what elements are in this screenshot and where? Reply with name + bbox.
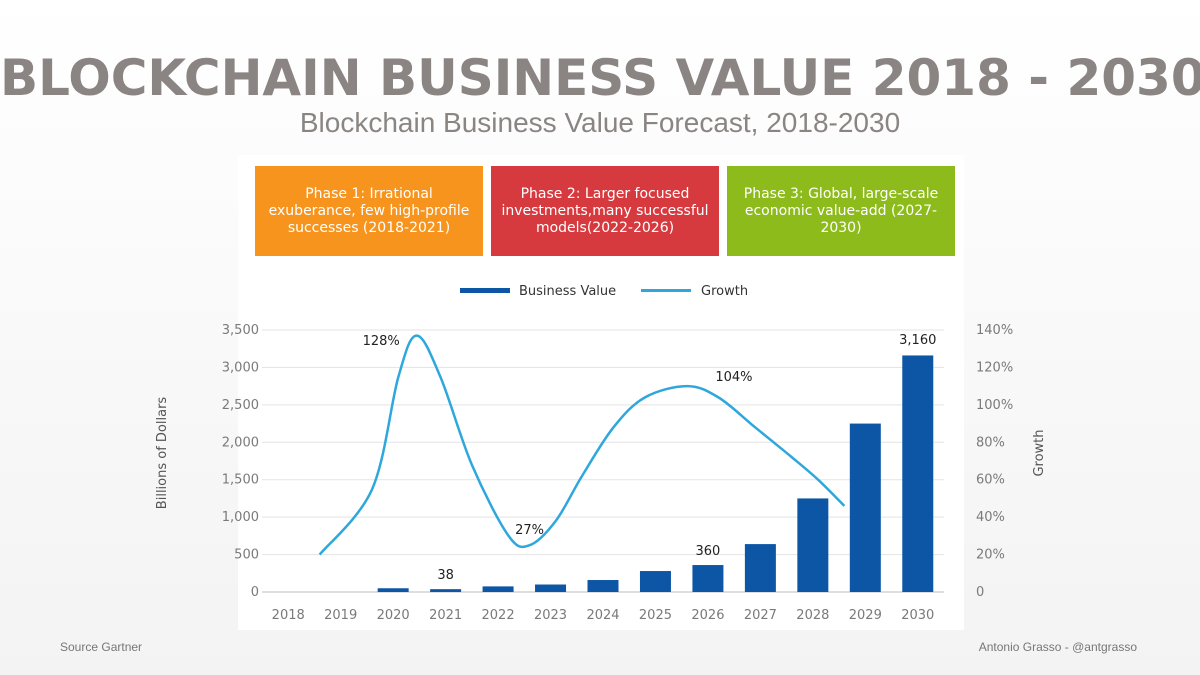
legend-swatch-growth	[641, 289, 691, 292]
legend-swatch-business-value	[460, 288, 510, 293]
bar	[902, 355, 934, 592]
bar	[744, 544, 776, 592]
bar	[639, 571, 671, 592]
page-subtitle: Blockchain Business Value Forecast, 2018…	[299, 107, 901, 138]
data-label: 128%	[363, 334, 400, 349]
y2-tick-label: 100%	[976, 398, 1013, 413]
y-tick-label: 0	[251, 585, 259, 600]
data-label: 27%	[515, 523, 544, 538]
y-tick-label: 1,500	[222, 473, 259, 488]
y-axis-title: Billions of Dollars	[155, 397, 170, 510]
y-tick-label: 2,500	[222, 398, 259, 413]
y2-tick-label: 20%	[976, 548, 1005, 563]
bar	[482, 586, 514, 592]
x-tick-label: 2018	[272, 608, 305, 623]
legend-label-growth: Growth	[701, 284, 748, 299]
x-tick-label: 2027	[744, 608, 777, 623]
x-tick-label: 2020	[377, 608, 410, 623]
x-tick-label: 2030	[901, 608, 934, 623]
bar	[797, 498, 829, 592]
bar	[377, 588, 409, 592]
y2-tick-label: 120%	[976, 360, 1013, 375]
phase-2-label: Phase 2: Larger focused investments,many…	[501, 185, 709, 236]
x-tick-label: 2024	[586, 608, 619, 623]
x-tick-label: 2023	[534, 608, 567, 623]
x-tick-label: 2021	[429, 608, 462, 623]
phase-1-box: Phase 1: Irrational exuberance, few high…	[255, 166, 483, 256]
y2-tick-label: 140%	[976, 323, 1013, 338]
phase-1-label: Phase 1: Irrational exuberance, few high…	[268, 185, 470, 236]
y-tick-label: 3,000	[222, 360, 259, 375]
y2-tick-label: 0	[976, 585, 984, 600]
bar	[692, 565, 724, 592]
y2-axis-title: Growth	[1032, 429, 1047, 476]
y2-tick-label: 40%	[976, 510, 1005, 525]
phase-3-box: Phase 3: Global, large-scale economic va…	[727, 166, 955, 256]
bar	[430, 589, 462, 592]
x-tick-label: 2026	[691, 608, 724, 623]
bar	[587, 580, 619, 592]
page-title: BLOCKCHAIN BUSINESS VALUE 2018 - 2030	[0, 49, 1200, 107]
y-tick-label: 2,000	[222, 435, 259, 450]
source-note: Source Gartner	[60, 640, 143, 654]
bar	[849, 423, 881, 592]
y2-tick-label: 80%	[976, 435, 1005, 450]
x-tick-label: 2028	[796, 608, 829, 623]
data-label: 38	[437, 568, 454, 583]
y-tick-label: 1,000	[222, 510, 259, 525]
y-tick-label: 3,500	[222, 323, 259, 338]
data-label: 3,160	[899, 333, 936, 348]
x-tick-label: 2019	[324, 608, 357, 623]
x-tick-label: 2025	[639, 608, 672, 623]
x-tick-label: 2029	[849, 608, 882, 623]
legend-label-business-value: Business Value	[519, 284, 616, 299]
phase-3-label: Phase 3: Global, large-scale economic va…	[743, 185, 939, 236]
y2-tick-label: 60%	[976, 473, 1005, 488]
growth-line	[318, 334, 846, 556]
data-label: 360	[696, 544, 721, 559]
x-tick-label: 2022	[482, 608, 515, 623]
phase-2-box: Phase 2: Larger focused investments,many…	[491, 166, 719, 256]
y-tick-label: 500	[234, 548, 259, 563]
data-label: 104%	[715, 370, 752, 385]
bar	[535, 584, 567, 592]
credit-note: Antonio Grasso - @antgrasso	[978, 640, 1137, 654]
